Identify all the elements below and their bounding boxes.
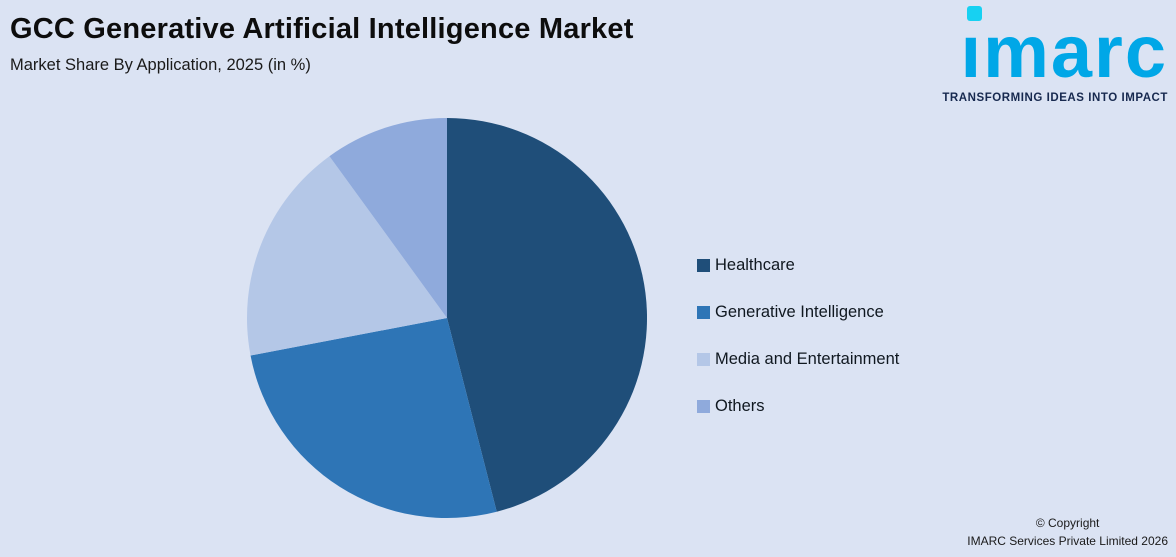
pie-slice-generative-intelligence — [250, 318, 497, 519]
imarc-tagline: TRANSFORMING IDEAS INTO IMPACT — [942, 92, 1168, 105]
pie-chart — [246, 118, 648, 519]
legend-label: Generative Intelligence — [715, 303, 884, 321]
page-title: GCC Generative Artificial Intelligence M… — [10, 13, 634, 45]
legend-item: Generative Intelligence — [697, 303, 899, 322]
legend-label: Media and Entertainment — [715, 350, 900, 368]
copyright: © Copyright IMARC Services Private Limit… — [967, 514, 1168, 551]
pie-slice-others — [329, 118, 447, 318]
pie-slice-healthcare — [447, 118, 648, 512]
legend-swatch — [697, 353, 710, 366]
legend-label: Healthcare — [715, 256, 795, 274]
legend-item: Others — [697, 397, 899, 416]
legend-item: Media and Entertainment — [697, 350, 899, 369]
header: GCC Generative Artificial Intelligence M… — [10, 12, 634, 75]
page-subtitle: Market Share By Application, 2025 (in %) — [10, 55, 311, 74]
imarc-wordmark: ımarc — [960, 10, 1168, 93]
copyright-line2: IMARC Services Private Limited 2026 — [967, 534, 1168, 549]
pie-slice-media-and-entertainment — [246, 156, 447, 356]
legend-swatch — [697, 306, 710, 319]
legend: Healthcare Generative Intelligence Media a… — [697, 256, 899, 416]
copyright-line1: © Copyright — [1035, 515, 1100, 530]
imarc-wordmark-row: ımarc — [960, 6, 1168, 93]
imarc-logo-dot-icon — [966, 6, 982, 21]
legend-swatch — [697, 400, 710, 413]
legend-label: Others — [715, 397, 765, 415]
legend-item: Healthcare — [697, 256, 899, 275]
imarc-logo: ımarc TRANSFORMING IDEAS INTO IMPACT — [942, 6, 1168, 104]
legend-swatch — [697, 259, 710, 272]
